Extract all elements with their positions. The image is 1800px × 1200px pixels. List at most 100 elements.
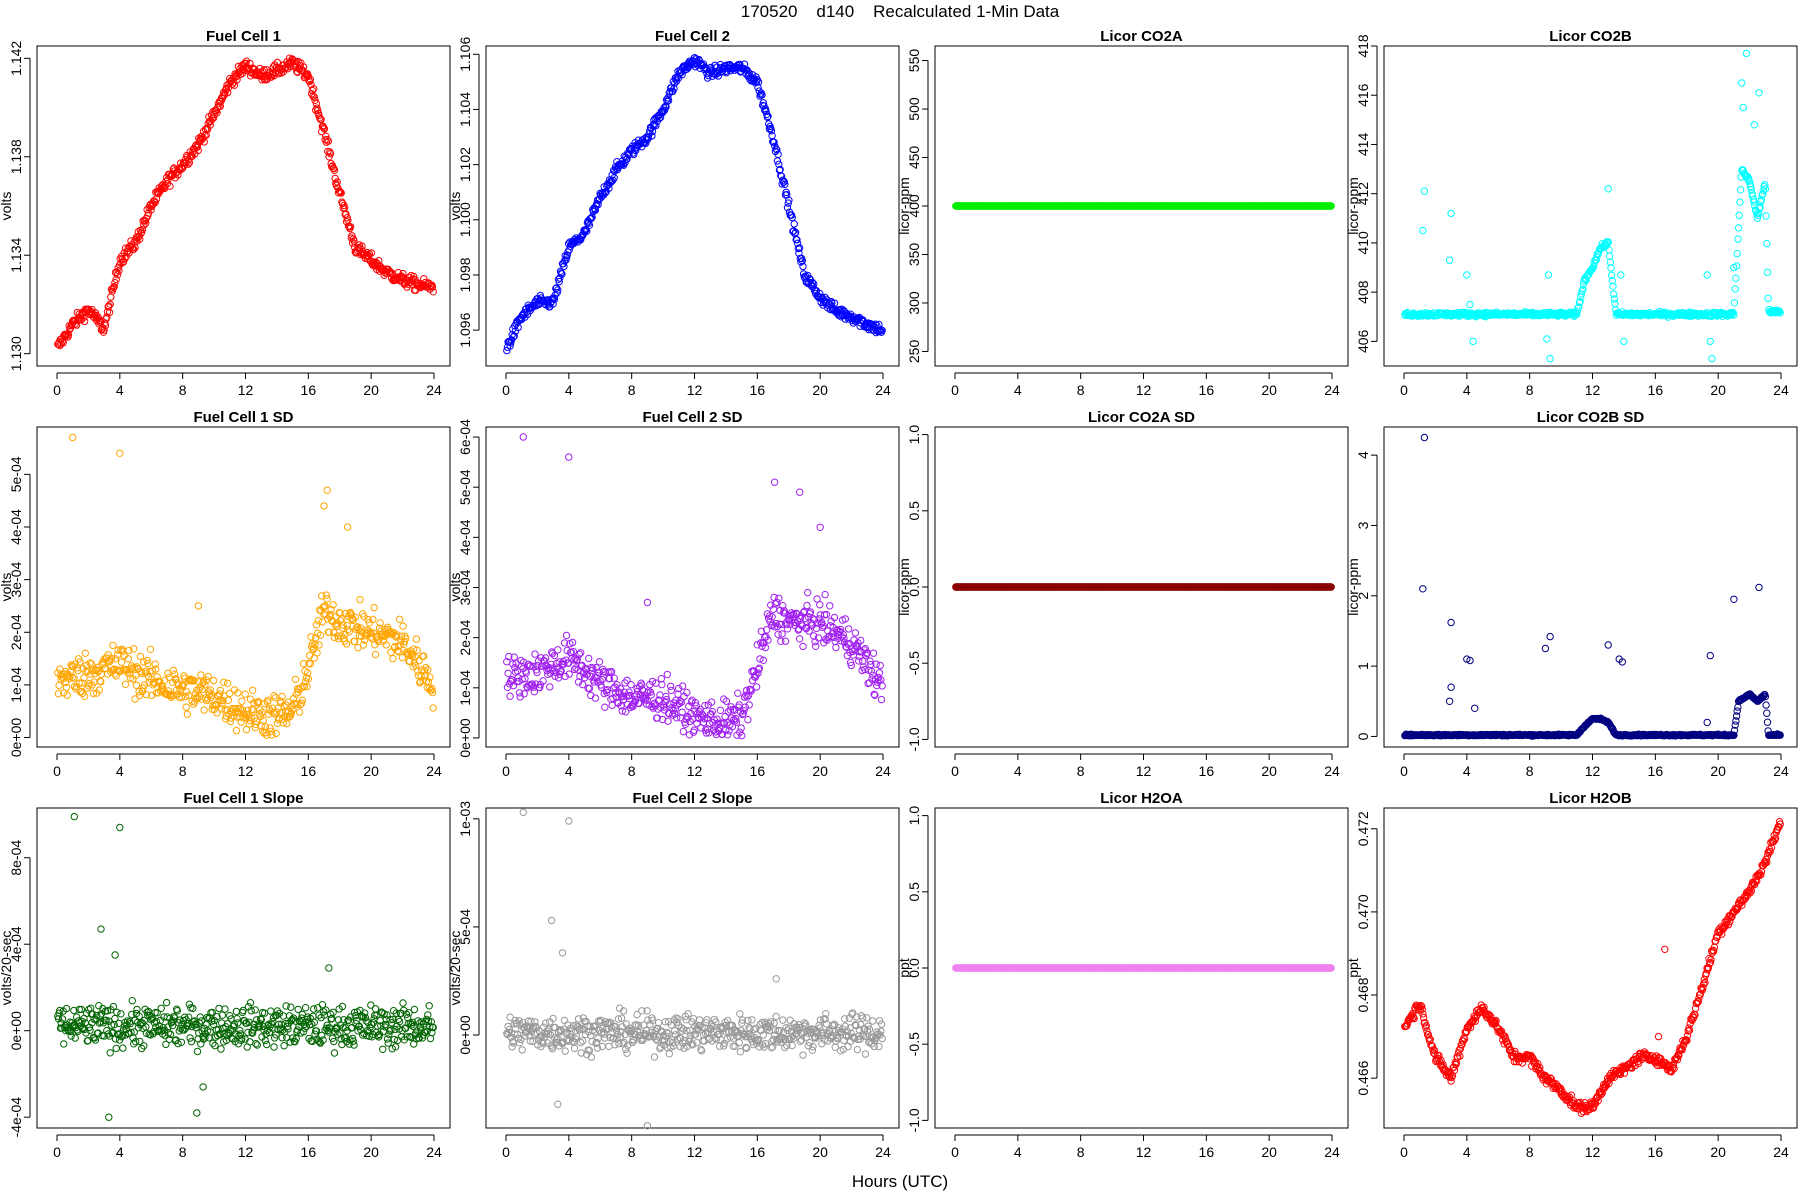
x-tick-label: 16	[301, 1144, 317, 1160]
data-point	[184, 160, 192, 168]
data-point	[389, 654, 397, 663]
data-point	[721, 712, 729, 721]
data-point	[851, 629, 860, 637]
data-point	[577, 649, 585, 657]
data-point-outlier	[343, 523, 352, 531]
y-tick-label: 2	[1355, 592, 1371, 600]
data-point	[670, 84, 678, 93]
data-point	[627, 681, 635, 689]
data-points	[54, 812, 437, 1121]
data-point	[92, 311, 100, 319]
data-point	[553, 288, 561, 297]
plot-frame	[1383, 426, 1798, 748]
data-point	[133, 1005, 141, 1014]
data-point	[299, 63, 308, 71]
data-point	[348, 239, 357, 247]
data-point	[655, 114, 663, 123]
data-point-outlier	[565, 453, 573, 461]
data-point	[119, 1044, 127, 1052]
data-point	[531, 650, 539, 658]
plot-frame	[934, 45, 1349, 367]
data-point	[778, 630, 786, 638]
data-point	[324, 137, 333, 145]
data-point	[330, 166, 339, 175]
data-point	[224, 679, 232, 687]
x-tick-label: 16	[1648, 382, 1664, 398]
y-tick-label: 408	[1355, 280, 1371, 304]
data-point	[744, 716, 752, 724]
data-point	[213, 109, 221, 117]
data-point	[80, 317, 89, 326]
data-point-outlier	[1445, 697, 1454, 705]
data-point-outlier	[323, 486, 331, 494]
data-points	[1401, 433, 1784, 740]
data-point	[106, 300, 114, 308]
y-tick-label: -4e-04	[8, 1097, 24, 1138]
x-tick-label: 0	[951, 763, 959, 779]
x-tick-label: 8	[1077, 382, 1085, 398]
data-point	[667, 686, 675, 695]
y-tick-label: 4e-04	[8, 509, 24, 545]
panel-title: Licor CO2B	[1549, 28, 1632, 45]
data-point	[197, 671, 205, 679]
data-point-outlier	[1742, 49, 1751, 58]
data-point	[1605, 252, 1614, 260]
data-point	[309, 92, 317, 100]
data-point	[97, 326, 106, 334]
data-point	[663, 670, 671, 679]
y-tick-label: 400	[906, 194, 922, 218]
y-tick-label: -1.0	[906, 727, 922, 751]
y-tick-label: 1.134	[8, 238, 24, 273]
data-point	[367, 249, 376, 257]
x-tick-label: 24	[875, 763, 891, 779]
data-point	[783, 204, 792, 212]
data-point	[605, 184, 613, 192]
data-point	[1735, 211, 1743, 220]
data-point-outlier	[1706, 651, 1715, 660]
data-point	[795, 244, 804, 252]
data-point	[1734, 235, 1742, 243]
data-point	[812, 642, 820, 650]
data-point	[774, 150, 782, 159]
y-tick-label: 1.104	[457, 92, 473, 127]
data-point	[356, 595, 364, 604]
data-point	[871, 320, 880, 328]
y-tick-label: 250	[906, 340, 922, 364]
x-tick-label: 24	[1773, 763, 1789, 779]
data-point	[798, 257, 806, 265]
y-tick-label: 6e-04	[457, 419, 473, 455]
x-tick-label: 20	[363, 763, 379, 779]
y-tick-label: 300	[906, 291, 922, 315]
data-point	[323, 136, 331, 144]
x-tick-label: 12	[1585, 382, 1601, 398]
data-point	[121, 254, 129, 263]
data-points	[1401, 49, 1784, 363]
data-point	[773, 598, 781, 606]
data-point	[189, 148, 197, 156]
data-point	[554, 646, 562, 654]
data-point	[1763, 268, 1772, 277]
data-point	[1763, 709, 1771, 717]
data-point	[763, 110, 771, 119]
x-tick-label: 0	[502, 382, 510, 398]
data-point	[248, 686, 257, 694]
data-point	[289, 56, 297, 64]
data-point	[113, 1008, 121, 1016]
panel-title: Licor CO2A SD	[1088, 409, 1195, 426]
y-axis-label: volts	[447, 192, 463, 221]
y-tick-label: 1.130	[8, 336, 24, 371]
x-tick-label: 20	[1710, 763, 1726, 779]
data-point-outlier	[1469, 337, 1477, 346]
data-point-outlier	[1447, 683, 1455, 691]
data-point-outlier	[519, 433, 527, 441]
data-point	[754, 83, 762, 92]
y-tick-label: 5e-04	[8, 456, 24, 492]
data-point	[506, 692, 514, 700]
x-tick-label: 12	[687, 763, 703, 779]
data-point	[554, 286, 562, 294]
data-point	[320, 125, 329, 133]
x-tick-label: 20	[363, 382, 379, 398]
figure-title: 170520 d140 Recalculated 1-Min Data	[740, 2, 1060, 21]
data-point	[1736, 198, 1744, 206]
y-tick-label: 1.138	[8, 139, 24, 174]
